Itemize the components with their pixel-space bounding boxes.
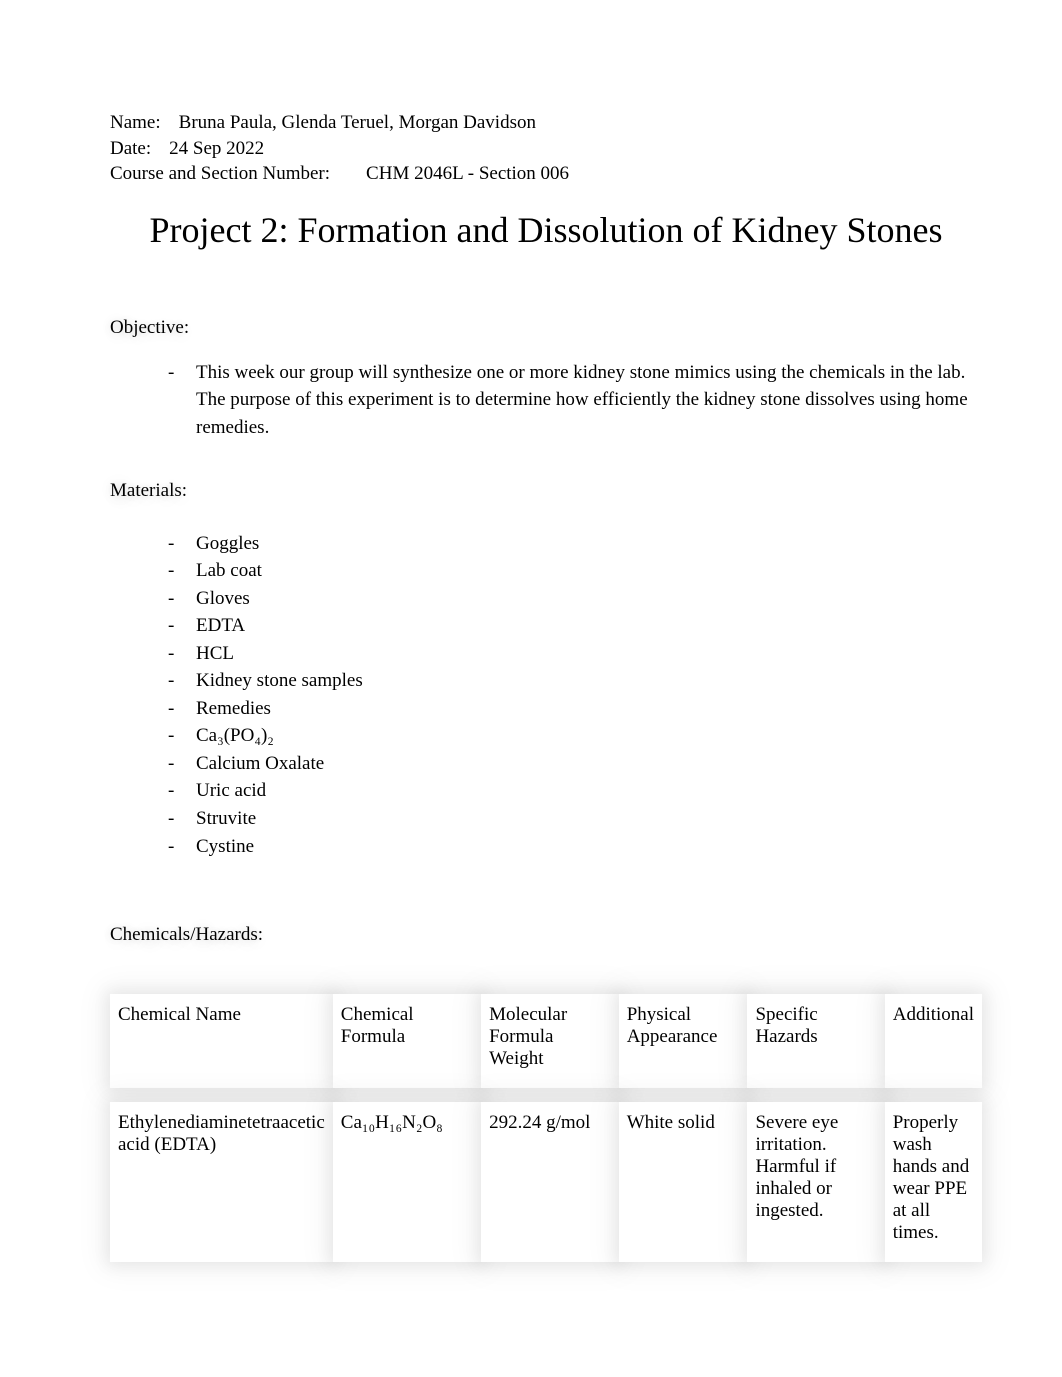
name-label: Name: — [110, 112, 161, 133]
hazards-col-formula: Chemical Formula — [333, 994, 481, 1088]
materials-item-text: Gloves — [196, 588, 250, 609]
materials-item-text: HCL — [196, 643, 234, 664]
materials-label: Materials: — [110, 480, 187, 502]
hazards-cell-specific: Severe eye irritation. Harmful if inhale… — [747, 1102, 884, 1262]
materials-item: Kidney stone samples — [168, 667, 982, 695]
date-label: Date: — [110, 138, 151, 159]
course-value: CHM 2046L - Section 006 — [366, 163, 569, 184]
materials-item-text: Calcium Oxalate — [196, 753, 324, 774]
date-value: 24 Sep 2022 — [169, 138, 264, 159]
page-title: Project 2: Formation and Dissolution of … — [110, 209, 982, 251]
hazards-cell-weight: 292.24 g/mol — [481, 1102, 619, 1262]
objective-section: Objective: This week our group will synt… — [110, 291, 982, 442]
materials-item-text: Ca₃(PO₄)₂ — [196, 725, 274, 746]
objective-item: This week our group will synthesize one … — [168, 359, 982, 442]
hazards-cell-additional: Properly wash hands and wear PPE at all … — [885, 1102, 982, 1262]
hazards-col-specific: Specific Hazards — [747, 994, 884, 1088]
hazards-label: Chemicals/Hazards: — [110, 924, 263, 946]
materials-section: Materials: Goggles Lab coat Gloves EDTA … — [110, 454, 982, 861]
materials-item-text: Cystine — [196, 836, 254, 857]
hazards-col-additional: Additional — [885, 994, 982, 1088]
hazards-cell-appearance: White solid — [619, 1102, 748, 1262]
header-name-line: Name: Bruna Paula, Glenda Teruel, Morgan … — [110, 110, 982, 136]
objective-list: This week our group will synthesize one … — [110, 359, 982, 442]
materials-item: EDTA — [168, 612, 982, 640]
name-value: Bruna Paula, Glenda Teruel, Morgan David… — [179, 112, 536, 133]
materials-item: Uric acid — [168, 777, 982, 805]
hazards-cell-name: Ethylenediaminetetraacetic acid (EDTA) — [110, 1102, 333, 1262]
materials-item-text: EDTA — [196, 615, 245, 636]
hazards-table: Chemical Name Chemical Formula Molecular… — [110, 994, 982, 1262]
materials-item-text: Goggles — [196, 533, 259, 554]
materials-item: Cystine — [168, 833, 982, 861]
materials-item: Lab coat — [168, 557, 982, 585]
materials-item-text: Remedies — [196, 698, 271, 719]
hazards-section: Chemicals/Hazards: Chemical Name Chemica… — [110, 872, 982, 1262]
materials-item-text: Struvite — [196, 808, 256, 829]
objective-text: This week our group will synthesize one … — [196, 362, 968, 438]
materials-item: Calcium Oxalate — [168, 750, 982, 778]
hazards-header-row: Chemical Name Chemical Formula Molecular… — [110, 994, 982, 1088]
hazards-cell-formula: Ca₁₀H₁₆N₂O₈ — [333, 1102, 481, 1262]
hazards-col-name: Chemical Name — [110, 994, 333, 1088]
header-course-line: Course and Section Number: CHM 2046L - Se… — [110, 161, 982, 187]
page: Name: Bruna Paula, Glenda Teruel, Morgan … — [0, 0, 1062, 1342]
hazards-row: Ethylenediaminetetraacetic acid (EDTA) C… — [110, 1102, 982, 1262]
materials-item-text: Kidney stone samples — [196, 670, 363, 691]
materials-item-text: Uric acid — [196, 780, 266, 801]
course-label: Course and Section Number: — [110, 163, 330, 184]
materials-item: HCL — [168, 640, 982, 668]
materials-item-text: Lab coat — [196, 560, 262, 581]
materials-item: Remedies — [168, 695, 982, 723]
materials-list: Goggles Lab coat Gloves EDTA HCL Kidney … — [110, 530, 982, 861]
materials-item: Gloves — [168, 585, 982, 613]
hazards-col-weight: Molecular Formula Weight — [481, 994, 619, 1088]
hazards-col-appearance: Physical Appearance — [619, 994, 748, 1088]
objective-label: Objective: — [110, 317, 189, 339]
materials-item: Goggles — [168, 530, 982, 558]
header-date-line: Date: 24 Sep 2022 — [110, 136, 982, 162]
materials-item: Struvite — [168, 805, 982, 833]
materials-item: Ca₃(PO₄)₂ — [168, 722, 982, 750]
